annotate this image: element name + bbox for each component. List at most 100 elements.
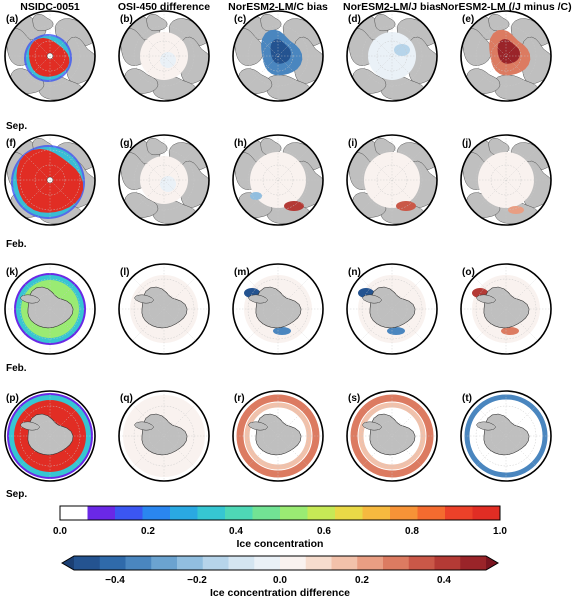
colorbar-segment [202, 556, 229, 570]
panel-label: (p) [6, 393, 19, 404]
panel-label: (k) [6, 267, 18, 278]
longitude-gridline [474, 277, 538, 341]
map-content [233, 264, 323, 354]
map-panel [118, 134, 210, 226]
longitude-gridline [474, 277, 538, 341]
colorbar-segment [254, 556, 281, 570]
antarctic-peninsula [476, 421, 496, 431]
map-panel [118, 390, 210, 482]
colorbar-difference-title: Ice concentration difference [210, 587, 350, 599]
diff-anomaly [501, 327, 519, 335]
colorbar-segment [280, 506, 308, 520]
map-panel [460, 263, 552, 355]
map-content [347, 391, 437, 481]
diff-anomaly [508, 206, 524, 214]
map-panel [232, 390, 324, 482]
land-mass [234, 28, 264, 66]
land-mass [374, 13, 396, 31]
colorbar-segment [434, 556, 461, 570]
map-frame [118, 263, 210, 355]
antarctica-land [141, 413, 188, 456]
panel-label: (q) [120, 393, 133, 404]
diff-anomaly [394, 44, 410, 56]
map-panel [232, 263, 324, 355]
antarctica-land [483, 413, 530, 456]
map-content [461, 135, 551, 225]
colorbar-concentration-tick: 0.4 [229, 526, 243, 537]
map-frame [4, 10, 96, 102]
antarctic-peninsula [248, 421, 268, 431]
antarctica-land [27, 286, 74, 329]
antarctica-land [369, 413, 416, 456]
antarctica-land [255, 286, 302, 329]
longitude-gridline [132, 148, 196, 212]
panel-label: (e) [462, 14, 474, 25]
map-frame [460, 390, 552, 482]
diff-anomaly [270, 39, 291, 64]
diff-anomaly [396, 201, 416, 211]
longitude-gridline [474, 404, 538, 468]
diff-anomaly [387, 327, 405, 335]
map-panel [460, 10, 552, 102]
antarctica-land [255, 413, 302, 456]
panel-label: (g) [120, 138, 133, 149]
antarctica-land [369, 286, 416, 329]
map-panel [4, 10, 96, 102]
panel-label: (o) [462, 267, 475, 278]
map-panel [4, 263, 96, 355]
map-frame [118, 10, 210, 102]
antarctic-peninsula [134, 294, 154, 304]
longitude-gridline [246, 404, 310, 468]
colorbar-segment [99, 556, 126, 570]
colorbar-difference [61, 555, 499, 571]
panel-label: (n) [348, 267, 361, 278]
colorbar-segment [305, 556, 332, 570]
colorbar-difference-tick: −0.4 [105, 575, 125, 586]
colorbar-segment [225, 506, 253, 520]
colorbar-segment [151, 556, 178, 570]
panel-label: (b) [120, 14, 133, 25]
colorbar-concentration-title: Ice concentration [237, 538, 324, 550]
map-content [461, 391, 551, 481]
map-content [119, 135, 209, 225]
colorbar-segment [177, 556, 204, 570]
map-frame [346, 390, 438, 482]
map-content [461, 264, 551, 354]
land-mass [462, 28, 492, 66]
colorbar-segment [357, 556, 384, 570]
panel-label: (t) [462, 393, 472, 404]
map-content [347, 11, 437, 101]
map-panel [4, 390, 96, 482]
map-content [233, 391, 323, 481]
antarctic-peninsula [362, 294, 382, 304]
panel-label: (m) [234, 267, 250, 278]
panel-label: (r) [234, 393, 245, 404]
season-label-feb: Feb. [6, 363, 27, 374]
colorbar-difference-tick: 0.0 [273, 575, 287, 586]
map-panel [346, 10, 438, 102]
colorbar-segment [408, 556, 435, 570]
antarctica-land [483, 286, 530, 329]
season-label-sep: Sep. [6, 121, 27, 132]
antarctic-peninsula [362, 421, 382, 431]
map-content [5, 391, 95, 481]
panel-label: (j) [462, 138, 471, 149]
map-content [347, 135, 437, 225]
panel-labels: (a) (b) (c) (d) (e) (f) (g) (h) (i) (j) … [6, 14, 475, 404]
colorbar-segment [252, 506, 281, 520]
longitude-gridline [360, 277, 424, 341]
map-content [461, 11, 551, 101]
antarctic-peninsula [248, 294, 268, 304]
map-panel [346, 390, 438, 482]
map-panel [232, 10, 324, 102]
map-frame [4, 390, 96, 482]
column-title-j-minus-c: NorESM2-LM (/J minus /C) [440, 1, 571, 13]
colorbar-segment [280, 556, 307, 570]
map-panel [460, 390, 552, 482]
antarctica-land [27, 413, 74, 456]
colorbar-segment [335, 506, 363, 520]
colorbar-difference-tick: 0.2 [355, 575, 369, 586]
longitude-gridline [132, 404, 196, 468]
colorbar-segment [445, 506, 473, 520]
map-panel [118, 10, 210, 102]
